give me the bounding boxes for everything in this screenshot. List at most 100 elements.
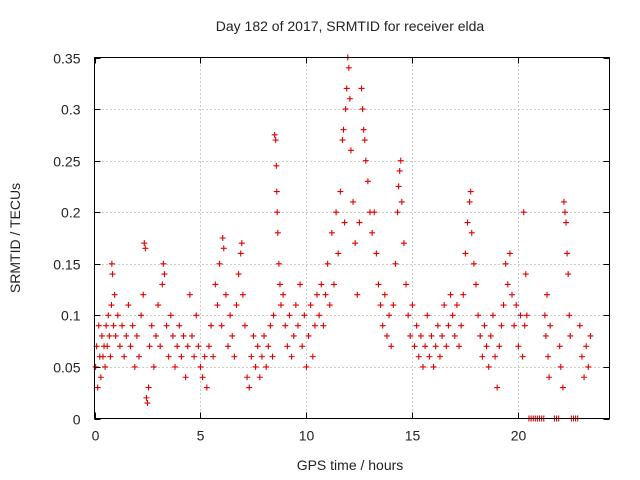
data-point [231, 353, 238, 360]
data-point [280, 291, 287, 298]
data-point [350, 198, 357, 205]
data-point [381, 291, 388, 298]
data-point [328, 229, 335, 236]
data-point [94, 384, 101, 391]
data-point [205, 343, 212, 350]
data-point [496, 343, 503, 350]
data-point [560, 198, 567, 205]
data-point [121, 353, 128, 360]
data-point [397, 157, 404, 164]
data-point [305, 332, 312, 339]
data-point [520, 209, 527, 216]
data-point [97, 374, 104, 381]
data-point [311, 322, 318, 329]
data-point [477, 332, 484, 339]
data-point [578, 353, 585, 360]
data-point [227, 312, 234, 319]
data-point [155, 302, 162, 309]
data-point [341, 219, 348, 226]
data-point [123, 332, 130, 339]
data-point [140, 291, 147, 298]
data-point [434, 322, 441, 329]
data-point [127, 343, 134, 350]
data-point [112, 332, 119, 339]
data-point [521, 322, 528, 329]
data-point [494, 384, 501, 391]
y-axis-label: SRMTID / TECUs [7, 183, 23, 293]
data-point [104, 343, 111, 350]
data-point [449, 312, 456, 319]
data-point [108, 302, 115, 309]
data-point [517, 312, 524, 319]
data-point [199, 374, 206, 381]
data-point [261, 332, 268, 339]
data-point [258, 353, 265, 360]
y-tick-label: 0.05 [53, 360, 80, 376]
x-axis-label: GPS time / hours [297, 457, 404, 473]
data-point [136, 353, 143, 360]
data-point [161, 271, 168, 278]
data-point [352, 240, 359, 247]
data-point [110, 322, 117, 329]
data-point [504, 281, 511, 288]
data-point [428, 332, 435, 339]
data-point [359, 106, 366, 113]
data-point [286, 312, 293, 319]
data-point [439, 332, 446, 339]
data-point [150, 363, 157, 370]
data-point [210, 353, 217, 360]
data-point [509, 291, 516, 298]
data-point [169, 332, 176, 339]
data-point [467, 188, 474, 195]
data-point [225, 343, 232, 350]
data-point [141, 240, 148, 247]
y-tick-label: 0.35 [53, 51, 80, 67]
data-point [462, 250, 469, 257]
data-point [360, 126, 367, 133]
data-point [250, 332, 257, 339]
data-point [92, 363, 99, 370]
data-point [456, 343, 463, 350]
data-point [233, 302, 240, 309]
data-point [324, 260, 331, 267]
data-point [585, 363, 592, 370]
data-point [303, 363, 310, 370]
data-point [506, 250, 513, 257]
x-tick-labels: 0 5 10 15 20 [92, 428, 527, 444]
data-point [290, 332, 297, 339]
data-point [395, 183, 402, 190]
data-point [322, 291, 329, 298]
data-point [460, 291, 467, 298]
data-point [222, 291, 229, 298]
data-point [111, 291, 118, 298]
data-point [244, 374, 251, 381]
data-point [583, 343, 590, 350]
data-point [271, 131, 278, 138]
y-tick-label: 0.1 [61, 308, 81, 324]
data-point [545, 353, 552, 360]
data-point [146, 343, 153, 350]
data-point [415, 353, 422, 360]
data-point [163, 322, 170, 329]
data-point [143, 394, 150, 401]
data-point [464, 219, 471, 226]
data-point [98, 332, 105, 339]
data-point [274, 209, 281, 216]
data-point [148, 322, 155, 329]
data-point [379, 322, 386, 329]
data-point [422, 343, 429, 350]
data-point [180, 332, 187, 339]
data-point [466, 198, 473, 205]
data-point [333, 209, 340, 216]
data-point [394, 209, 401, 216]
data-point [489, 312, 496, 319]
data-point [246, 384, 253, 391]
data-point [133, 332, 140, 339]
data-point [188, 332, 195, 339]
data-point [102, 363, 109, 370]
data-point [267, 322, 274, 329]
x-tick-label: 10 [299, 428, 315, 444]
data-point [129, 322, 136, 329]
data-point [587, 332, 594, 339]
data-point [345, 64, 352, 71]
